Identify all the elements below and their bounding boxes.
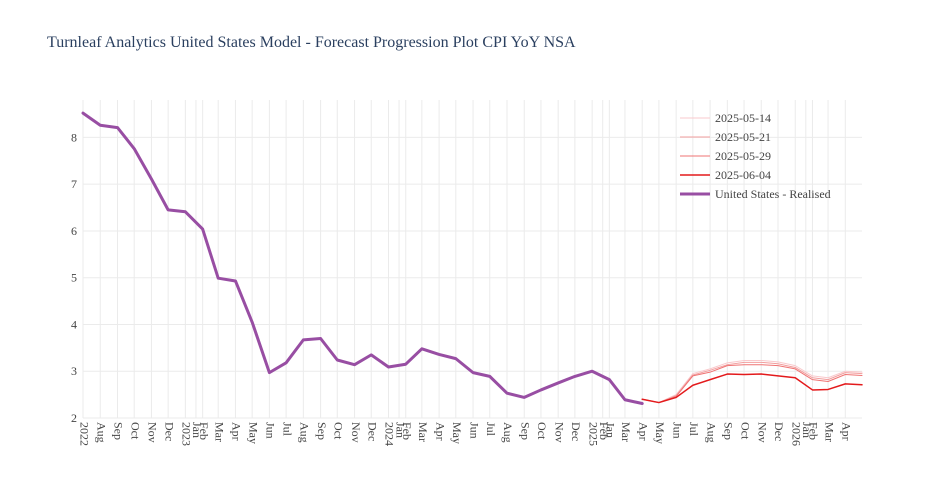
series-line-2 [641,361,863,404]
x-tick-label: Nov [146,422,160,443]
x-tick-label: Dec [772,422,786,441]
series-line-4 [641,373,863,404]
x-tick-label: Oct [738,422,752,440]
grid-layer [82,100,862,419]
x-tick-label: 2022 [77,422,91,446]
legend-label: United States - Realised [715,187,831,201]
x-tick-label: Dec [162,422,176,441]
x-tick-label: Jul [687,422,701,437]
x-tick-label: Nov [552,422,566,443]
legend-label: 2025-06-04 [715,168,771,182]
y-tick-label: 6 [71,224,77,238]
x-tick-label: Aug [94,422,108,443]
x-tick-label: Feb [400,422,414,440]
x-tick-label: Oct [128,422,142,440]
series-line-1 [641,359,863,404]
legend[interactable]: 2025-05-14 2025-05-21 2025-05-29 2025-06-04… [680,111,831,201]
x-tick-label: Oct [332,422,346,440]
x-tick-label: 2026 [789,422,803,446]
x-tick-label: Apr [433,422,447,441]
series-line-5 [81,111,644,405]
x-tick-label: Sep [518,422,532,440]
x-tick-label: Mar [822,422,836,442]
x-tick-label: Mar [619,422,633,442]
x-tick-label: Mar [212,422,226,442]
x-tick-label: Jan [800,422,814,438]
x-tick-label: May [246,422,260,444]
legend-item[interactable]: 2025-05-21 [680,130,771,144]
x-tick-label: Nov [349,422,363,443]
x-tick-label: Jul [484,422,498,437]
x-tick-label: Feb [807,422,821,440]
legend-label: 2025-05-14 [715,111,771,125]
x-tick-label: Feb [597,422,611,440]
y-tick-label: 2 [71,411,77,425]
x-tick-label: 2025 [586,422,600,446]
legend-item[interactable]: 2025-05-14 [680,111,771,125]
x-tick-label: May [653,422,667,444]
series-layer [81,111,863,405]
chart-title: Turnleaf Analytics United States Model -… [47,34,576,51]
x-tick-label: Apr [230,422,244,441]
y-tick-layer: 2 3 4 5 6 7 8 [71,130,77,425]
x-tick-label: Mar [416,422,430,442]
x-tick-label: Jan [393,422,407,438]
x-tick-label: Jun [467,422,481,439]
x-tick-label: Jul [280,422,294,437]
legend-item[interactable]: United States - Realised [680,187,831,201]
x-tick-label: Sep [112,422,126,440]
y-tick-label: 3 [71,364,77,378]
x-tick-label: Dec [365,422,379,441]
x-tick-label: Dec [569,422,583,441]
x-tick-label: Aug [298,422,312,443]
x-tick-label: Aug [501,422,515,443]
y-tick-label: 5 [71,271,77,285]
x-tick-label: Jan [190,422,204,438]
legend-label: 2025-05-21 [715,130,771,144]
legend-item[interactable]: 2025-06-04 [680,168,771,182]
x-tick-label: Aug [704,422,718,443]
x-tick-label: Oct [535,422,549,440]
x-tick-label: Jan [604,422,618,438]
x-tick-label: Jun [264,422,278,439]
x-tick-label: Feb [197,422,211,440]
x-tick-label: Jun [670,422,684,439]
x-tick-label: Sep [315,422,329,440]
legend-label: 2025-05-29 [715,149,771,163]
y-tick-label: 4 [71,317,77,331]
x-tick-label: 2024 [383,422,397,446]
x-tick-label: Sep [722,422,736,440]
legend-item[interactable]: 2025-05-29 [680,149,771,163]
x-tick-label: May [450,422,464,444]
x-tick-label: 2023 [180,422,194,446]
y-tick-label: 8 [71,130,77,144]
y-tick-label: 7 [71,177,77,191]
x-tick-label: Apr [840,422,854,441]
x-tick-label: Nov [756,422,770,443]
series-line-3 [641,364,863,404]
x-tick-label: Apr [636,422,650,441]
